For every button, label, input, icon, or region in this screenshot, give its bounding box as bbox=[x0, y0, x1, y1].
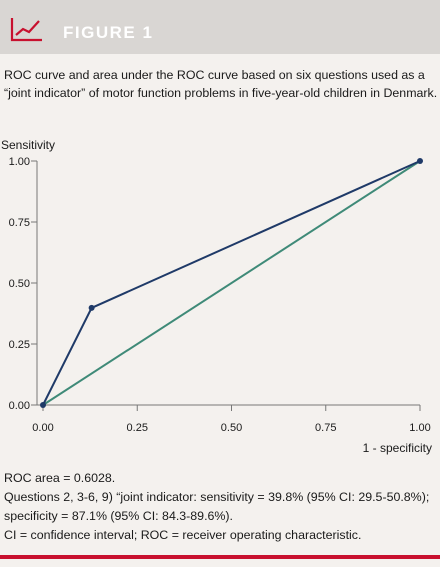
x-tick-label: 1.00 bbox=[409, 422, 430, 434]
roc-area-note: ROC area = 0.6028. bbox=[4, 471, 116, 485]
abbreviations-note: CI = confidence interval; ROC = receiver… bbox=[4, 528, 362, 542]
questions-note: Questions 2, 3-6, 9) “joint indicator: s… bbox=[4, 490, 430, 523]
figure-header: FIGURE 1 bbox=[0, 0, 440, 54]
x-tick-label: 0.75 bbox=[315, 422, 336, 434]
chart-series bbox=[40, 158, 423, 408]
roc-curve-point bbox=[88, 304, 95, 311]
reference-diagonal-line bbox=[42, 160, 421, 406]
x-tick-label: 0.50 bbox=[221, 422, 242, 434]
chart-ticks: 0.00 0.25 0.50 0.75 1.00 0.00 0.25 0.50 0.75 1.00 bbox=[9, 156, 431, 434]
figure-label: FIGURE 1 bbox=[63, 23, 154, 42]
x-axis-label: 1 - specificity bbox=[363, 441, 432, 455]
y-tick-label: 0.50 bbox=[9, 278, 30, 290]
roc-curve-point bbox=[417, 158, 423, 164]
y-tick-label: 0.00 bbox=[9, 400, 30, 412]
y-tick-label: 0.75 bbox=[9, 217, 30, 229]
roc-curve-point bbox=[40, 402, 46, 408]
y-tick-label: 0.25 bbox=[9, 339, 30, 351]
x-tick-label: 0.00 bbox=[32, 422, 53, 434]
roc-chart: Sensitivity 1 - specificity 0.00 0.25 0.50… bbox=[1, 138, 432, 455]
line-chart-icon bbox=[10, 18, 42, 42]
figure-notes: ROC area = 0.6028. Questions 2, 3-6, 9) … bbox=[4, 469, 438, 545]
y-axis-label: Sensitivity bbox=[1, 138, 55, 152]
figure-caption: ROC curve and area under the ROC curve b… bbox=[4, 68, 438, 100]
y-tick-label: 1.00 bbox=[9, 156, 30, 168]
x-tick-label: 0.25 bbox=[127, 422, 148, 434]
bottom-rule bbox=[0, 555, 440, 559]
